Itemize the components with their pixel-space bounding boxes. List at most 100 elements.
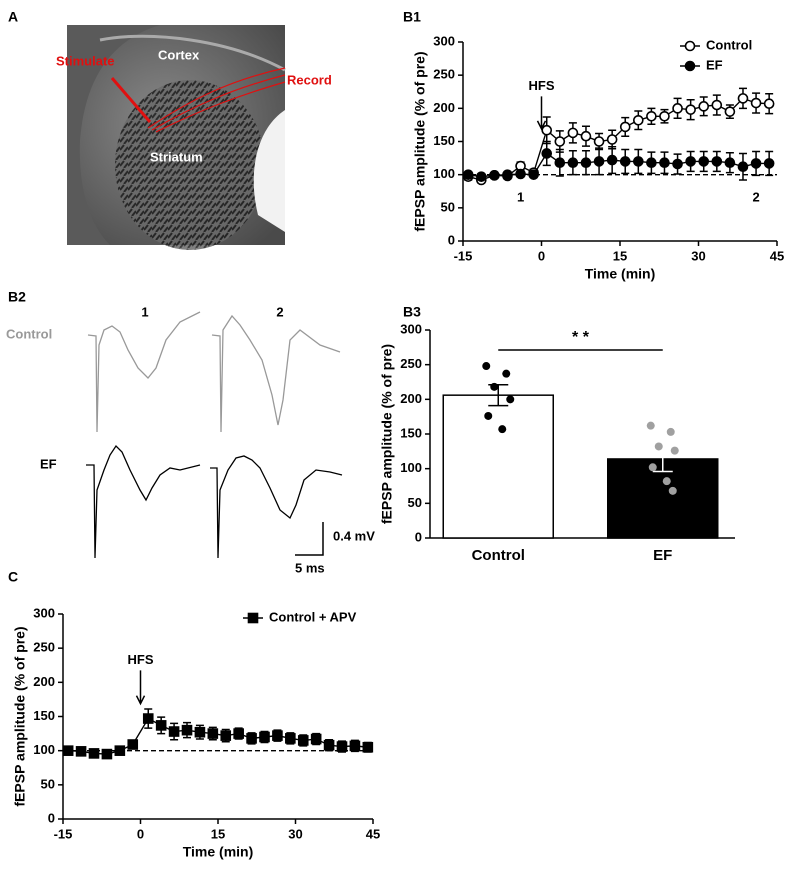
marker (724, 157, 736, 169)
marker (259, 731, 270, 743)
marker (567, 157, 579, 169)
y-tick-label: 300 (400, 321, 422, 336)
x-tick-label: 15 (613, 248, 627, 263)
y-tick-label: 50 (41, 776, 55, 791)
data-point (654, 442, 663, 451)
data-point (666, 427, 675, 436)
trace-group-label: EF (40, 456, 57, 471)
marker (207, 728, 219, 739)
y-tick-label: 250 (33, 640, 55, 655)
marker (101, 748, 113, 760)
marker (168, 726, 180, 737)
marker (724, 106, 736, 117)
marker (233, 728, 244, 739)
panel-label: B1 (403, 9, 421, 25)
annotation: HFS (529, 78, 555, 93)
marker (88, 748, 100, 759)
y-tick-label: 0 (415, 529, 422, 544)
marker (580, 130, 592, 142)
marker (763, 98, 775, 109)
marker (659, 110, 670, 122)
data-point (668, 486, 677, 495)
marker (323, 739, 335, 751)
y-tick-label: 300 (33, 605, 55, 620)
marker (554, 157, 566, 169)
data-point (662, 477, 671, 486)
marker (698, 101, 710, 112)
trace-label: 1 (141, 304, 148, 319)
y-tick-label: 250 (433, 67, 455, 82)
significance-label: * * (572, 329, 590, 346)
marker (462, 169, 474, 180)
legend-marker (247, 612, 259, 624)
marker (476, 171, 487, 182)
y-tick-label: 150 (400, 425, 422, 440)
y-tick-label: 300 (433, 33, 455, 48)
marker (489, 170, 500, 181)
scale-label: 0.4 mV (333, 528, 375, 543)
marker (220, 730, 232, 741)
marker (541, 124, 553, 136)
bar (442, 394, 554, 539)
marker (285, 733, 296, 744)
marker (633, 156, 644, 167)
x-tick-label: 0 (137, 826, 144, 841)
region-label: Striatum (150, 149, 203, 164)
marker (659, 157, 670, 169)
marker (362, 741, 374, 753)
marker (593, 156, 605, 167)
legend-marker (684, 60, 696, 72)
x-tick-label: -15 (454, 248, 473, 263)
y-tick-label: 100 (433, 166, 455, 181)
marker (698, 156, 710, 167)
marker (336, 741, 348, 752)
x-tick-label: -15 (54, 826, 73, 841)
panel-label: B2 (8, 289, 26, 305)
data-point (670, 446, 679, 455)
x-tick-label: 15 (211, 826, 225, 841)
marker (685, 156, 696, 167)
legend-label: Control (706, 37, 752, 52)
data-point (502, 369, 511, 378)
marker (127, 739, 139, 750)
data-point (648, 463, 657, 472)
marker (750, 97, 762, 109)
marker (763, 158, 775, 169)
marker (593, 136, 605, 147)
y-tick-label: 50 (408, 495, 422, 510)
x-axis-label: Time (min) (585, 266, 656, 282)
x-tick-label: EF (653, 547, 672, 564)
trace-group-label: Control (6, 326, 52, 341)
annotation: 2 (752, 189, 759, 204)
x-axis-label: Time (min) (183, 844, 254, 860)
y-tick-label: 50 (441, 199, 455, 214)
marker (246, 733, 257, 744)
marker (272, 730, 283, 741)
marker (646, 110, 657, 122)
legend-label: EF (706, 57, 723, 72)
marker (737, 161, 749, 173)
data-point (482, 362, 491, 371)
marker (297, 735, 309, 746)
y-tick-label: 100 (400, 460, 422, 475)
x-tick-label: Control (472, 547, 525, 564)
marker (619, 156, 631, 167)
marker (114, 745, 126, 756)
series-line (468, 152, 770, 178)
marker (711, 156, 723, 167)
x-tick-label: 30 (691, 248, 705, 263)
marker (711, 99, 723, 111)
marker (155, 720, 167, 731)
x-tick-label: 30 (288, 826, 302, 841)
marker (62, 745, 74, 756)
x-tick-label: 0 (538, 248, 545, 263)
marker (672, 158, 683, 170)
annotation-arrow (536, 96, 547, 131)
legend-marker (684, 40, 696, 52)
record-label: Record (287, 72, 332, 87)
marker (515, 168, 526, 180)
marker (554, 136, 566, 147)
data-point (484, 411, 493, 420)
panel-label: C (8, 569, 18, 585)
